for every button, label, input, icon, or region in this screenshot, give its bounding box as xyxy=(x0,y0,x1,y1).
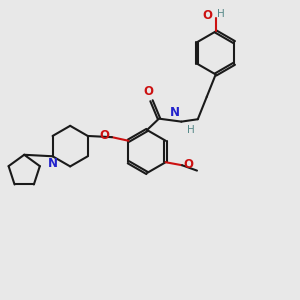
Text: O: O xyxy=(184,158,194,170)
Text: H: H xyxy=(217,9,225,19)
Text: O: O xyxy=(100,130,110,142)
Text: H: H xyxy=(187,125,194,135)
Text: O: O xyxy=(143,85,154,98)
Text: O: O xyxy=(202,8,212,22)
Text: N: N xyxy=(169,106,180,119)
Text: N: N xyxy=(48,157,58,170)
